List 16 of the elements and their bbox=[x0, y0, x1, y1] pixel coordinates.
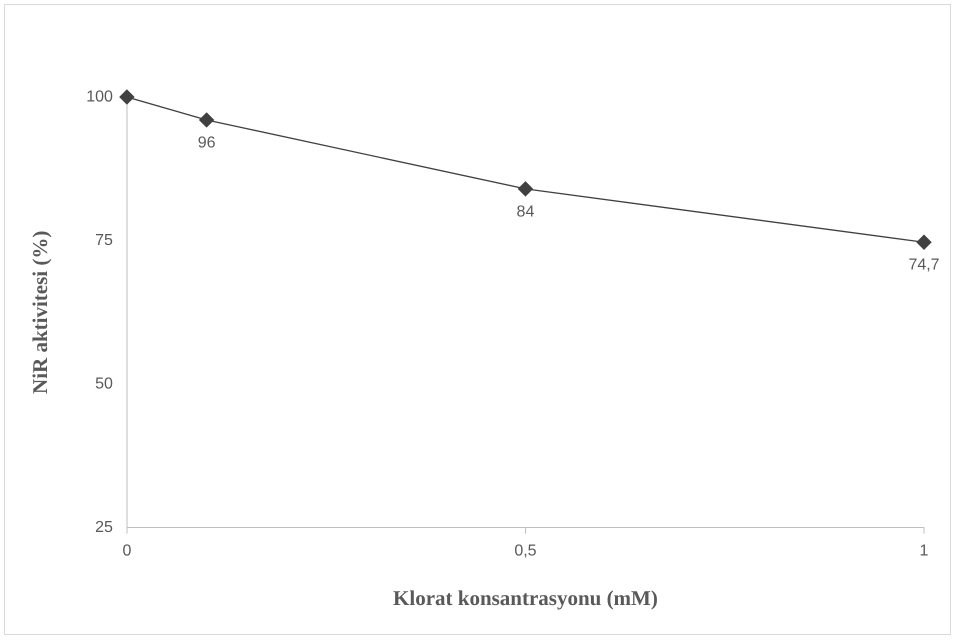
data-label: 74,7 bbox=[908, 256, 940, 274]
y-tick-label: 75 bbox=[95, 232, 113, 249]
x-axis-title: Klorat konsantrasyonu (mM) bbox=[393, 586, 658, 610]
point bbox=[119, 90, 134, 104]
x-tick-label: 0 bbox=[122, 542, 132, 560]
x-tick-label: 1 bbox=[920, 542, 929, 560]
point bbox=[518, 181, 533, 196]
data-label: 84 bbox=[516, 203, 534, 220]
point bbox=[199, 112, 214, 128]
point bbox=[916, 234, 932, 250]
y-tick-label: 50 bbox=[95, 375, 113, 392]
y-tick-label: 100 bbox=[86, 88, 113, 106]
x-tick-label: 0,5 bbox=[514, 542, 537, 560]
data-label: 96 bbox=[198, 134, 216, 152]
y-axis-title: NiR aktivitesi (%) bbox=[28, 230, 52, 394]
y-tick-label: 25 bbox=[95, 519, 113, 536]
